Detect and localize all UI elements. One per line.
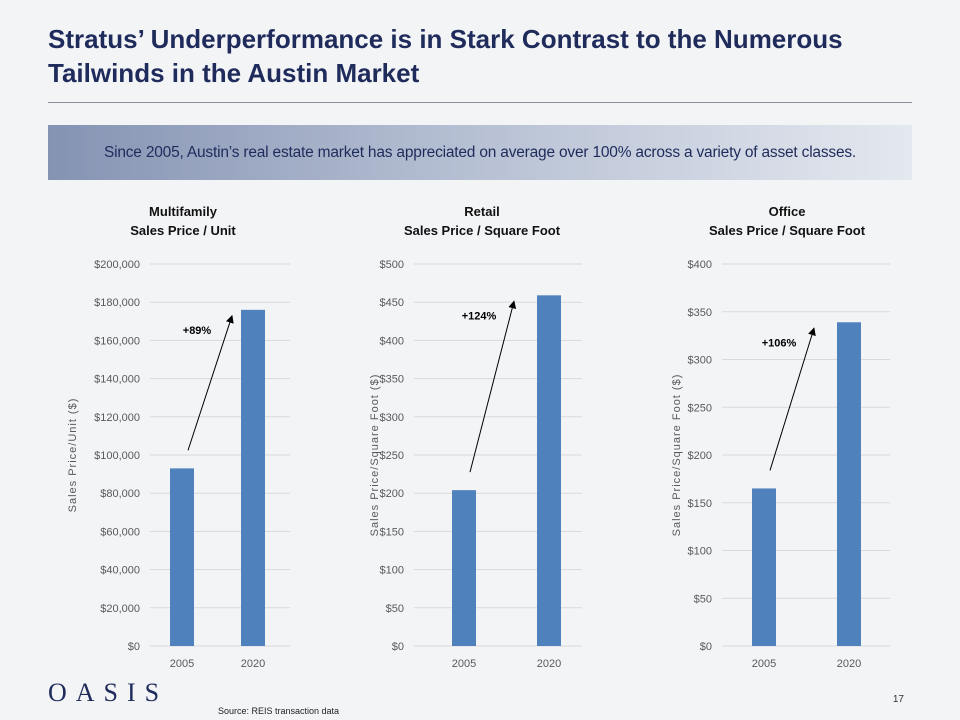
y-tick-label: $500 xyxy=(380,259,404,271)
bar-2020 xyxy=(537,295,561,646)
y-tick-label: $400 xyxy=(380,335,404,347)
y-axis-label: Sales Price/Unit ($) xyxy=(67,398,79,513)
y-tick-label: $120,000 xyxy=(94,412,140,424)
x-tick-label: 2020 xyxy=(837,658,861,670)
title-line-2: Tailwinds in the Austin Market xyxy=(48,58,420,88)
x-tick-label: 2005 xyxy=(752,658,776,670)
y-tick-label: $20,000 xyxy=(100,603,140,615)
x-tick-label: 2020 xyxy=(241,658,265,670)
chart-title-office: Office Sales Price / Square Foot xyxy=(657,202,917,240)
growth-arrow xyxy=(469,300,517,473)
y-tick-label: $250 xyxy=(380,450,404,462)
y-tick-label: $50 xyxy=(386,603,404,615)
title-divider xyxy=(48,102,912,103)
title-line-1: Stratus’ Underperformance is in Stark Co… xyxy=(48,24,843,54)
y-tick-label: $0 xyxy=(128,641,140,653)
y-tick-label: $350 xyxy=(688,307,712,319)
y-tick-label: $100 xyxy=(688,546,712,558)
x-tick-label: 2005 xyxy=(452,658,476,670)
y-tick-label: $200,000 xyxy=(94,259,140,271)
multifamily-bar-chart: $0 $20,000 $40,000 $60,000 $80,000 $100,000 $1… xyxy=(67,259,290,670)
growth-arrow xyxy=(187,314,234,451)
y-tick-label: $300 xyxy=(688,355,712,367)
chart-title-retail: Retail Sales Price / Square Foot xyxy=(352,202,612,240)
growth-annotation: +106% xyxy=(762,337,797,349)
chart-title-text: Retail xyxy=(464,204,500,219)
growth-arrow xyxy=(769,327,816,471)
bar-2020 xyxy=(837,322,861,646)
y-tick-label: $350 xyxy=(380,374,404,386)
y-tick-label: $150 xyxy=(688,498,712,510)
growth-annotation: +89% xyxy=(183,325,212,337)
y-tick-label: $300 xyxy=(380,412,404,424)
y-tick-label: $160,000 xyxy=(94,335,140,347)
office-bar-chart: $0 $50 $100 $150 $200 $250 $300 $350 $400 Sales P… xyxy=(671,259,890,670)
banner-text: Since 2005, Austin’s real estate market … xyxy=(103,143,857,161)
y-axis-label: Sales Price/Square Foot ($) xyxy=(369,374,381,537)
retail-bar-chart: $0 $50 $100 $150 $200 $250 $300 $350 $400 $450 $50… xyxy=(369,259,582,670)
y-tick-label: $0 xyxy=(392,641,404,653)
x-tick-label: 2005 xyxy=(170,658,194,670)
y-tick-label: $180,000 xyxy=(94,297,140,309)
bar-2020 xyxy=(241,309,265,646)
y-tick-label: $150 xyxy=(380,526,404,538)
y-tick-label: $400 xyxy=(688,259,712,271)
y-tick-label: $60,000 xyxy=(100,526,140,538)
chart-title-text: Multifamily xyxy=(149,204,217,219)
y-tick-label: $200 xyxy=(688,450,712,462)
slide-title: Stratus’ Underperformance is in Stark Co… xyxy=(48,22,928,90)
chart-subtitle-text: Sales Price / Unit xyxy=(130,223,236,238)
bar-2005 xyxy=(752,488,776,646)
oasis-logo: OASIS xyxy=(48,678,169,707)
chart-title-text: Office xyxy=(768,204,806,219)
summary-banner: Since 2005, Austin’s real estate market … xyxy=(48,125,912,180)
y-tick-label: $250 xyxy=(688,402,712,414)
y-tick-label: $200 xyxy=(380,488,404,500)
y-tick-label: $0 xyxy=(700,641,712,653)
bar-2005 xyxy=(170,468,194,646)
bar-2005 xyxy=(452,490,476,646)
y-tick-label: $450 xyxy=(380,297,404,309)
y-tick-label: $80,000 xyxy=(100,488,140,500)
y-tick-label: $100 xyxy=(380,565,404,577)
y-axis-label: Sales Price/Square Foot ($) xyxy=(671,374,683,537)
chart-subtitle-text: Sales Price / Square Foot xyxy=(708,223,866,238)
page-number: 17 xyxy=(892,694,904,705)
y-tick-label: $100,000 xyxy=(94,450,140,462)
chart-subtitle-text: Sales Price / Square Foot xyxy=(403,223,561,238)
source-note: Source: REIS transaction data xyxy=(218,706,340,716)
chart-title-multifamily: Multifamily Sales Price / Unit xyxy=(53,202,313,240)
x-tick-label: 2020 xyxy=(537,658,561,670)
y-tick-label: $40,000 xyxy=(100,565,140,577)
growth-annotation: +124% xyxy=(462,310,497,322)
y-tick-label: $140,000 xyxy=(94,374,140,386)
y-tick-label: $50 xyxy=(694,593,712,605)
